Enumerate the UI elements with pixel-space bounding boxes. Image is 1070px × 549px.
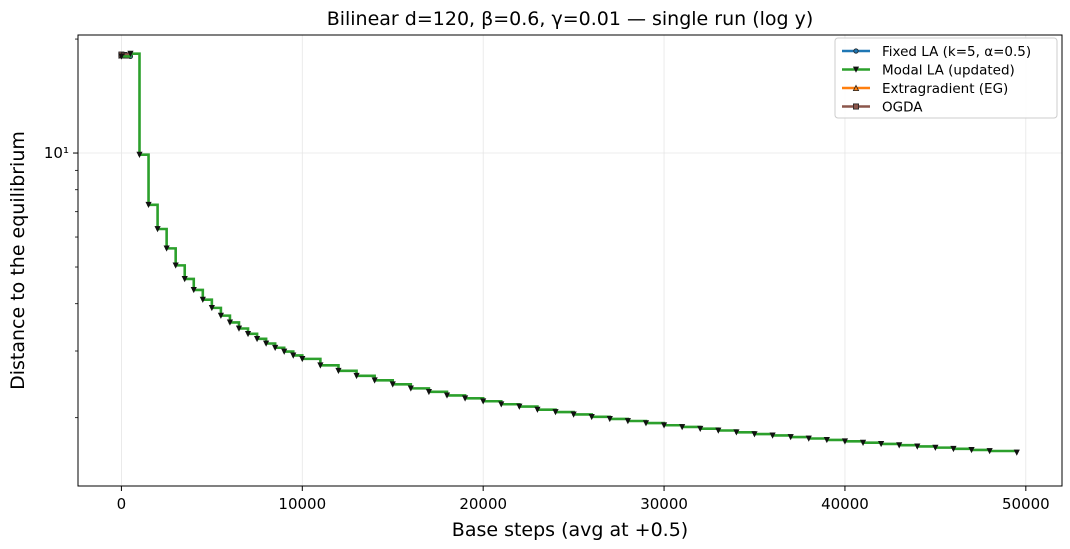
legend-box xyxy=(834,37,1058,119)
legend-item: Extragradient (EG) xyxy=(842,81,1008,97)
data-point xyxy=(317,362,324,369)
data-point xyxy=(263,340,270,347)
y-tick-label: 10¹ xyxy=(44,144,69,162)
x-tick-label: 30000 xyxy=(640,495,688,513)
data-point xyxy=(235,325,243,332)
data-point xyxy=(443,392,451,399)
data-point xyxy=(769,432,776,439)
data-point xyxy=(299,355,306,363)
axes-frame xyxy=(77,34,1063,487)
data-point xyxy=(715,427,722,434)
data-point xyxy=(190,287,197,294)
legend-item: Modal LA (updated) xyxy=(842,63,1015,79)
legend: Fixed LA (k=5, α=0.5) Modal LA (updated) E… xyxy=(834,37,1058,119)
data-point xyxy=(986,448,993,455)
data-point xyxy=(145,201,152,209)
series-1 xyxy=(118,50,1020,456)
data-point xyxy=(660,422,668,429)
data-point xyxy=(226,319,234,326)
data-point xyxy=(697,425,704,432)
data-point xyxy=(118,53,125,60)
x-tick-label: 10000 xyxy=(278,495,326,513)
data-point xyxy=(852,84,860,91)
data-point xyxy=(281,348,288,355)
data-point xyxy=(253,335,261,343)
data-point xyxy=(244,330,252,338)
data-point xyxy=(606,416,613,423)
data-point xyxy=(853,48,859,54)
x-tick-label: 20000 xyxy=(459,495,507,513)
data-point xyxy=(389,381,396,388)
data-point xyxy=(841,438,849,445)
data-point xyxy=(498,401,505,408)
data-point xyxy=(371,377,378,384)
data-point xyxy=(950,445,957,453)
data-point xyxy=(136,151,143,158)
data-point xyxy=(733,429,740,436)
x-axis-label: Base steps (avg at +0.5) xyxy=(452,519,688,541)
x-tick-label: 0 xyxy=(117,495,127,513)
data-point xyxy=(217,312,224,319)
data-point xyxy=(154,226,161,233)
data-point xyxy=(914,443,921,450)
data-point xyxy=(679,424,686,431)
data-point xyxy=(181,276,188,283)
x-tick-label: 50000 xyxy=(1002,495,1050,513)
ticks: 0 10000 20000 30000 40000 50000 10¹ xyxy=(44,38,1050,513)
data-point xyxy=(353,372,360,380)
data-point xyxy=(787,434,794,441)
data-point xyxy=(859,439,867,446)
legend-item: OGDA xyxy=(842,100,923,116)
y-axis-label: Distance to the equilibrium xyxy=(7,131,29,390)
data-point xyxy=(127,50,134,57)
data-point xyxy=(624,418,631,425)
chart-title: Bilinear d=120, β=0.6, γ=0.01 — single r… xyxy=(327,8,814,30)
data-point xyxy=(823,437,830,444)
data-point xyxy=(516,403,523,410)
data-point xyxy=(199,296,206,303)
legend-label: Extragradient (EG) xyxy=(882,81,1008,97)
x-tick-label: 40000 xyxy=(821,495,869,513)
data-point xyxy=(853,103,860,110)
legend-label: Modal LA (updated) xyxy=(882,63,1015,79)
data-point xyxy=(642,420,650,427)
data-point xyxy=(552,409,559,416)
data-point xyxy=(932,444,939,451)
series-layer xyxy=(118,50,1020,456)
data-point xyxy=(425,388,432,396)
data-point xyxy=(805,435,812,442)
data-point xyxy=(878,441,885,448)
data-point xyxy=(407,385,414,392)
data-point xyxy=(751,431,758,438)
data-point xyxy=(335,367,342,375)
data-point xyxy=(480,398,487,405)
legend-item: Fixed LA (k=5, α=0.5) xyxy=(842,44,1031,60)
data-point xyxy=(462,395,469,402)
data-point xyxy=(896,442,903,449)
data-point xyxy=(968,447,975,454)
data-point xyxy=(1013,449,1020,456)
data-point xyxy=(272,344,279,352)
data-point xyxy=(588,413,595,421)
legend-label: OGDA xyxy=(882,100,923,116)
data-point xyxy=(290,352,297,359)
data-point xyxy=(570,411,577,418)
data-point xyxy=(852,66,860,73)
legend-label: Fixed LA (k=5, α=0.5) xyxy=(882,44,1031,60)
data-point xyxy=(534,406,541,413)
data-point xyxy=(172,262,179,269)
data-point xyxy=(163,245,170,252)
data-point xyxy=(208,304,215,312)
